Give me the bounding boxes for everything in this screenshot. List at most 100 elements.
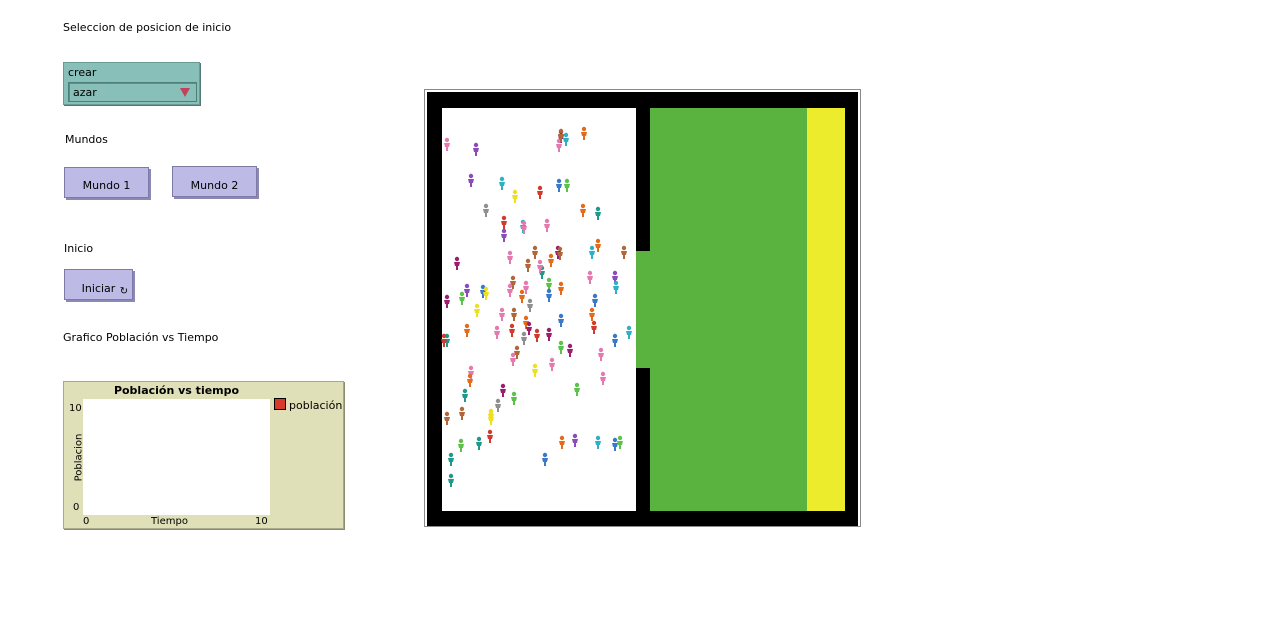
y-max-tick: 10 <box>69 403 82 414</box>
run-forever-button[interactable]: Iniciar ↻ <box>64 269 133 300</box>
run-button-label: Iniciar <box>81 282 116 295</box>
person-agent <box>476 436 482 450</box>
person-agent <box>448 473 454 487</box>
world-canvas[interactable] <box>427 92 858 526</box>
person-agent <box>564 178 570 192</box>
world-1-button-label: Mundo 1 <box>82 179 131 192</box>
person-agent <box>563 132 569 146</box>
person-agent <box>598 347 604 361</box>
person-agent <box>501 228 507 242</box>
dropdown-arrow-icon[interactable] <box>180 88 190 97</box>
plot-legend: población <box>274 398 342 412</box>
person-agent <box>626 325 632 339</box>
start-position-label: Seleccion de posicion de inicio <box>63 21 232 34</box>
person-agent <box>532 363 538 377</box>
world-2-button[interactable]: Mundo 2 <box>172 166 257 197</box>
person-agent <box>507 250 513 264</box>
person-agent <box>595 206 601 220</box>
person-agent <box>487 429 493 443</box>
person-agent <box>464 323 470 337</box>
person-agent <box>464 283 470 297</box>
x-max-tick: 10 <box>255 516 268 527</box>
person-agent <box>613 280 619 294</box>
person-agent <box>580 203 586 217</box>
person-agent <box>501 215 507 229</box>
person-agent <box>534 328 540 342</box>
person-agent <box>532 245 538 259</box>
person-agent <box>612 437 618 451</box>
person-agent <box>595 238 601 252</box>
person-agent <box>454 256 460 270</box>
person-agent <box>526 321 532 335</box>
person-agent <box>523 280 529 294</box>
person-agent <box>587 270 593 284</box>
world-view[interactable] <box>424 89 861 527</box>
person-agent <box>557 246 563 260</box>
chooser-label: crear <box>68 66 97 79</box>
person-agent <box>546 288 552 302</box>
y-min-tick: 0 <box>73 502 80 513</box>
world-1-button[interactable]: Mundo 1 <box>64 167 149 198</box>
person-agent <box>558 313 564 327</box>
x-axis-label: Tiempo <box>151 516 188 527</box>
create-chooser[interactable]: crear azar <box>63 62 200 105</box>
person-agent <box>591 320 597 334</box>
person-agent <box>537 259 543 273</box>
person-agent <box>467 373 473 387</box>
y-axis-label: Poblacion <box>73 433 85 482</box>
person-agent <box>514 345 520 359</box>
chooser-value: azar <box>73 86 97 99</box>
person-agent <box>483 286 489 300</box>
room-floor <box>442 108 636 511</box>
x-min-tick: 0 <box>83 516 90 527</box>
person-agent <box>567 343 573 357</box>
person-agent <box>507 283 513 297</box>
person-agent <box>499 307 505 321</box>
person-agent <box>448 452 454 466</box>
person-agent <box>521 331 527 345</box>
person-agent <box>500 383 506 397</box>
person-agent <box>612 270 618 284</box>
person-agent <box>612 333 618 347</box>
person-agent <box>592 293 598 307</box>
person-agent <box>542 452 548 466</box>
person-agent <box>462 388 468 402</box>
person-agent <box>510 352 516 366</box>
person-agent <box>473 142 479 156</box>
person-agent <box>521 220 527 234</box>
person-agent <box>559 435 565 449</box>
worlds-label: Mundos <box>65 133 108 146</box>
plot-title: Población vs tiempo <box>113 384 240 397</box>
person-agent <box>488 411 494 425</box>
person-agent <box>556 178 562 192</box>
person-agent <box>519 289 525 303</box>
person-agent <box>509 323 515 337</box>
person-agent <box>483 203 489 217</box>
person-agent <box>525 258 531 272</box>
person-agent <box>572 433 578 447</box>
person-agent <box>546 327 552 341</box>
legend-label: población <box>289 399 343 412</box>
person-agent <box>537 185 543 199</box>
person-agent <box>444 411 450 425</box>
person-agent <box>589 245 595 259</box>
outside-grass <box>650 108 807 511</box>
person-agent <box>458 438 464 452</box>
chooser-select[interactable]: azar <box>68 82 197 102</box>
plot-area <box>83 399 270 515</box>
person-agent <box>548 253 554 267</box>
person-agent <box>459 291 465 305</box>
exit-zone <box>807 108 845 511</box>
person-agent <box>589 307 595 321</box>
person-agent <box>459 406 465 420</box>
person-agent <box>512 189 518 203</box>
person-agent <box>495 398 501 412</box>
person-agent <box>549 357 555 371</box>
person-agent <box>444 294 450 308</box>
person-agent <box>558 281 564 295</box>
person-agent <box>581 126 587 140</box>
person-agent <box>544 218 550 232</box>
person-agent <box>468 173 474 187</box>
person-agent <box>499 176 505 190</box>
person-agent <box>621 245 627 259</box>
